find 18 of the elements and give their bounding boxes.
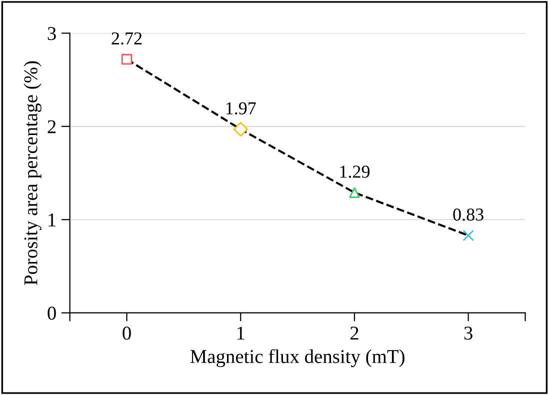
x-tick-label: 2 xyxy=(350,326,358,340)
x-tick-label: 3 xyxy=(464,326,472,340)
data-label: 0.83 xyxy=(453,208,484,221)
x-tick-label: 1 xyxy=(237,326,244,340)
y-tick-label: 2 xyxy=(48,120,56,134)
x-axis-title: Magnetic flux density (mT) xyxy=(190,349,404,368)
x-tick-label: 0 xyxy=(122,326,131,340)
y-tick-label: 0 xyxy=(48,306,56,320)
data-label: 1.29 xyxy=(340,166,370,178)
y-tick-label: 3 xyxy=(48,27,56,40)
point xyxy=(462,230,474,242)
y-tick-label: 1 xyxy=(48,214,56,226)
point xyxy=(233,122,248,136)
data-label: 1.97 xyxy=(226,102,256,114)
point xyxy=(349,187,360,198)
y-axis-title: Porosity area percentage (%) xyxy=(24,61,42,286)
point xyxy=(121,54,132,65)
data-label: 2.72 xyxy=(112,32,142,45)
